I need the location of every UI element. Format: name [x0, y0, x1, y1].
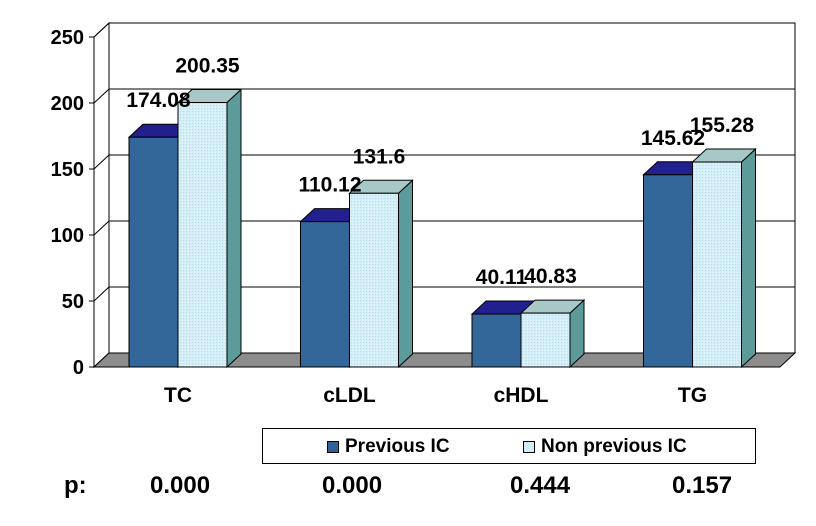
legend-label: Previous IC [345, 436, 450, 457]
x-tick-label: TC [164, 384, 192, 407]
gridline-diagonal [93, 22, 110, 38]
y-axis-ticks: 0 50 100 150 200 250 [51, 27, 95, 379]
bar-front [692, 161, 742, 368]
y-tick-label: 100 [51, 225, 84, 247]
bar-front [520, 312, 571, 368]
bar-side [226, 88, 242, 369]
bar-front [471, 313, 522, 368]
bar-front [128, 136, 179, 368]
data-label: 174.08 [126, 89, 191, 112]
legend-swatch-previous-ic [327, 441, 339, 453]
gridline-diagonal [93, 286, 110, 302]
data-label: 40.83 [524, 265, 577, 288]
data-label: 200.35 [175, 55, 240, 78]
p-value-label: p: [64, 472, 87, 499]
x-axis-ticks: TC cLDL cHDL TG [164, 384, 707, 407]
legend-swatch-non-previous-ic [523, 441, 535, 453]
gridline-diagonal [93, 220, 110, 236]
bar-front [177, 102, 228, 368]
y-tick-label: 0 [73, 357, 84, 379]
y-tick-label: 50 [62, 291, 84, 313]
legend-label: Non previous IC [541, 436, 687, 457]
x-tick-label: cHDL [494, 384, 549, 407]
left-wall [93, 21, 110, 369]
bar [176, 88, 243, 369]
p-value-cldl: 0.000 [322, 472, 383, 499]
bar-front [349, 192, 399, 368]
p-value-tg: 0.157 [672, 472, 733, 499]
y-tick-label: 250 [51, 27, 84, 49]
bar-side [741, 147, 756, 369]
data-label: 110.12 [298, 174, 361, 197]
legend-item-previous-ic: Previous IC [327, 435, 450, 459]
data-label: 145.62 [641, 127, 705, 150]
bar [691, 147, 757, 369]
bar-front [300, 221, 350, 368]
y-tick-label: 150 [51, 159, 84, 181]
bar [519, 298, 586, 369]
x-tick-label: TG [678, 384, 707, 407]
p-value-chdl: 0.444 [510, 472, 571, 499]
y-tick-label: 200 [51, 93, 84, 115]
legend-item-non-previous-ic: Non previous IC [523, 435, 687, 459]
data-label: 131.6 [353, 145, 406, 168]
legend: Previous IC Non previous IC [262, 428, 756, 464]
data-label: 40.11 [476, 266, 528, 289]
x-tick-label: cLDL [323, 384, 376, 407]
gridline-diagonal [93, 154, 110, 170]
p-value-tc: 0.000 [150, 472, 211, 499]
bar [348, 179, 414, 369]
bar-front [643, 174, 693, 368]
bars [127, 88, 757, 369]
gridline-diagonal [93, 88, 110, 104]
bar-side [398, 179, 413, 369]
data-label: 155.28 [690, 114, 755, 137]
